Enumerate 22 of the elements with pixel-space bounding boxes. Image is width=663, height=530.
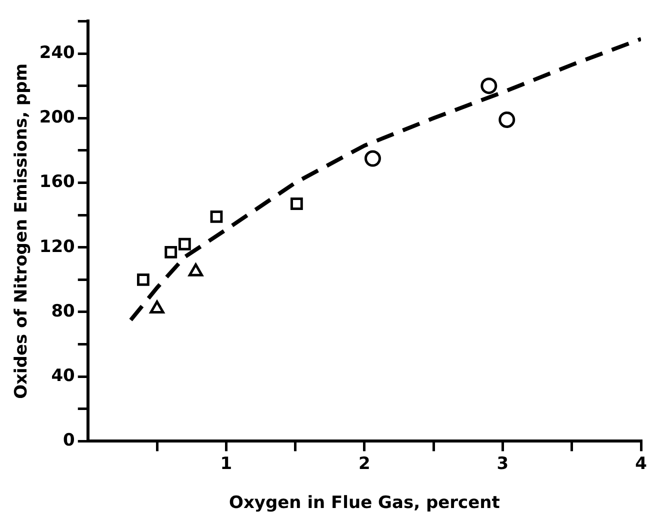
point (290, 198, 303, 210)
x-axis-title: Oxygen in Flue Gas, percent (228, 493, 500, 514)
y-tick-label: 200 (39, 108, 76, 128)
y-tick-label: 80 (51, 301, 76, 322)
y-tick-label: 40 (51, 366, 76, 386)
point (164, 246, 178, 258)
y-tick-label: 160 (39, 172, 76, 192)
x-tick-label: 1 (220, 454, 232, 474)
point (364, 150, 381, 167)
y-tick-label: 240 (39, 42, 76, 63)
x-tick-label: 4 (635, 454, 648, 474)
point (210, 210, 223, 223)
y-tick-label: 0 (63, 430, 76, 451)
point (137, 273, 150, 286)
point (178, 238, 191, 250)
y-axis-title: Oxides of Nitrogen Emissions, ppm (12, 63, 32, 399)
line-series (128, 36, 641, 322)
y-tick-label: 120 (39, 236, 76, 257)
x-tick-label: 3 (496, 454, 509, 474)
x-tick-label: 2 (358, 454, 370, 474)
point (498, 111, 516, 128)
point (480, 78, 498, 94)
